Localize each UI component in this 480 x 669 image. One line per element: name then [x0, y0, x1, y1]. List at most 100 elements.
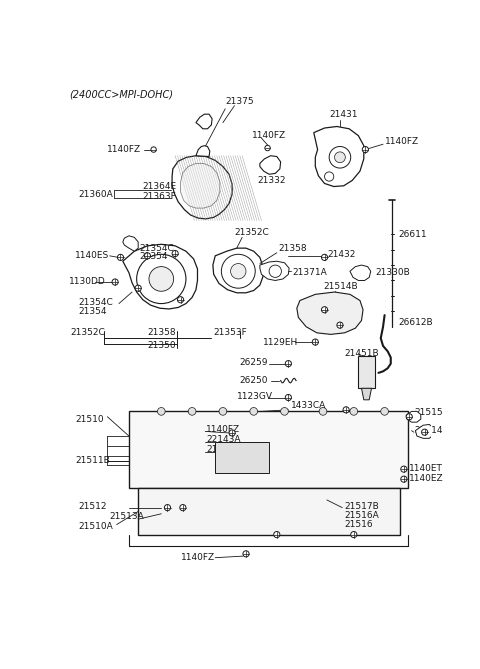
Polygon shape	[314, 126, 364, 187]
Text: 21515: 21515	[414, 408, 443, 417]
Circle shape	[401, 466, 407, 472]
Text: 1140FZ: 1140FZ	[252, 131, 286, 140]
Text: 21330B: 21330B	[375, 268, 410, 277]
Polygon shape	[196, 146, 210, 157]
Text: 1140FZ: 1140FZ	[384, 137, 419, 147]
Text: 21353F: 21353F	[214, 328, 247, 337]
Circle shape	[135, 285, 141, 291]
Text: 21375: 21375	[225, 98, 254, 106]
Text: 21514B: 21514B	[323, 282, 358, 291]
Circle shape	[322, 254, 328, 260]
Text: 21525: 21525	[206, 446, 234, 454]
Text: 21511B: 21511B	[75, 456, 110, 465]
Text: 1140ES: 1140ES	[75, 252, 109, 260]
Circle shape	[230, 264, 246, 279]
Circle shape	[324, 172, 334, 181]
Text: 26259: 26259	[240, 359, 268, 367]
Polygon shape	[123, 244, 197, 309]
Text: 21432: 21432	[328, 250, 356, 259]
Text: 21371A: 21371A	[292, 268, 327, 277]
Text: 1129EH: 1129EH	[263, 338, 298, 347]
Polygon shape	[129, 411, 408, 488]
Text: 21516: 21516	[345, 520, 373, 529]
Polygon shape	[180, 163, 220, 208]
Circle shape	[137, 254, 186, 304]
Circle shape	[381, 407, 388, 415]
Circle shape	[219, 407, 227, 415]
Text: 21510A: 21510A	[78, 522, 113, 531]
Text: 21364E: 21364E	[142, 182, 176, 191]
Text: 21354C: 21354C	[140, 244, 175, 253]
Circle shape	[274, 531, 280, 538]
Text: 26611: 26611	[398, 229, 427, 239]
Polygon shape	[172, 156, 232, 219]
Text: 21354: 21354	[140, 252, 168, 261]
Polygon shape	[297, 292, 363, 334]
Text: 21514: 21514	[414, 426, 443, 435]
Text: 21451B: 21451B	[345, 349, 379, 358]
Text: 21517B: 21517B	[345, 502, 379, 510]
Text: 21354: 21354	[78, 307, 107, 316]
Circle shape	[265, 145, 270, 151]
Circle shape	[112, 279, 118, 285]
Circle shape	[229, 430, 235, 436]
Circle shape	[343, 407, 349, 413]
Text: 21350: 21350	[147, 341, 176, 351]
Polygon shape	[260, 156, 281, 174]
Circle shape	[281, 407, 288, 415]
Circle shape	[406, 413, 412, 420]
Text: 22143A: 22143A	[206, 436, 240, 444]
Text: 1140FZ: 1140FZ	[206, 425, 240, 434]
Text: (2400CC>MPI-DOHC): (2400CC>MPI-DOHC)	[69, 89, 173, 99]
Text: 21512: 21512	[78, 502, 107, 511]
Text: 26612B: 26612B	[398, 318, 433, 327]
Polygon shape	[361, 388, 372, 400]
Text: 21352C: 21352C	[234, 228, 269, 237]
Polygon shape	[138, 488, 400, 535]
Text: 21332: 21332	[258, 176, 286, 185]
Text: 1140FZ: 1140FZ	[180, 553, 215, 562]
Text: 1140ET: 1140ET	[409, 464, 443, 473]
Circle shape	[329, 147, 351, 168]
Text: 1140FZ: 1140FZ	[108, 145, 142, 154]
Text: 21431: 21431	[329, 110, 358, 120]
Text: 21510: 21510	[75, 415, 104, 423]
Polygon shape	[215, 442, 269, 473]
Circle shape	[350, 407, 358, 415]
Circle shape	[337, 322, 343, 328]
Text: 21363F: 21363F	[142, 192, 176, 201]
Text: 1123GV: 1123GV	[237, 392, 273, 401]
Circle shape	[319, 407, 327, 415]
Text: 21358: 21358	[147, 328, 176, 337]
Text: 21354C: 21354C	[78, 298, 113, 306]
Polygon shape	[350, 265, 371, 280]
Polygon shape	[406, 411, 421, 422]
Circle shape	[157, 407, 165, 415]
Circle shape	[172, 250, 178, 257]
Text: 21352C: 21352C	[71, 328, 105, 337]
Circle shape	[188, 407, 196, 415]
Circle shape	[269, 265, 281, 278]
Polygon shape	[415, 424, 434, 438]
Text: 1140EZ: 1140EZ	[409, 474, 444, 483]
Circle shape	[180, 504, 186, 510]
Text: 21360A: 21360A	[78, 190, 113, 199]
Circle shape	[312, 339, 318, 345]
Circle shape	[285, 361, 291, 367]
Circle shape	[250, 407, 258, 415]
Text: 26250: 26250	[240, 376, 268, 385]
Polygon shape	[358, 356, 375, 388]
Text: 21513A: 21513A	[109, 512, 144, 521]
Circle shape	[221, 254, 255, 288]
Circle shape	[401, 476, 407, 482]
Circle shape	[362, 147, 369, 153]
Circle shape	[118, 254, 123, 260]
Circle shape	[421, 429, 428, 436]
Circle shape	[164, 504, 170, 510]
Text: 1433CA: 1433CA	[291, 401, 326, 409]
Polygon shape	[213, 248, 263, 293]
Polygon shape	[123, 235, 138, 252]
Text: 21358: 21358	[278, 244, 307, 253]
Circle shape	[151, 147, 156, 153]
Polygon shape	[260, 261, 289, 280]
